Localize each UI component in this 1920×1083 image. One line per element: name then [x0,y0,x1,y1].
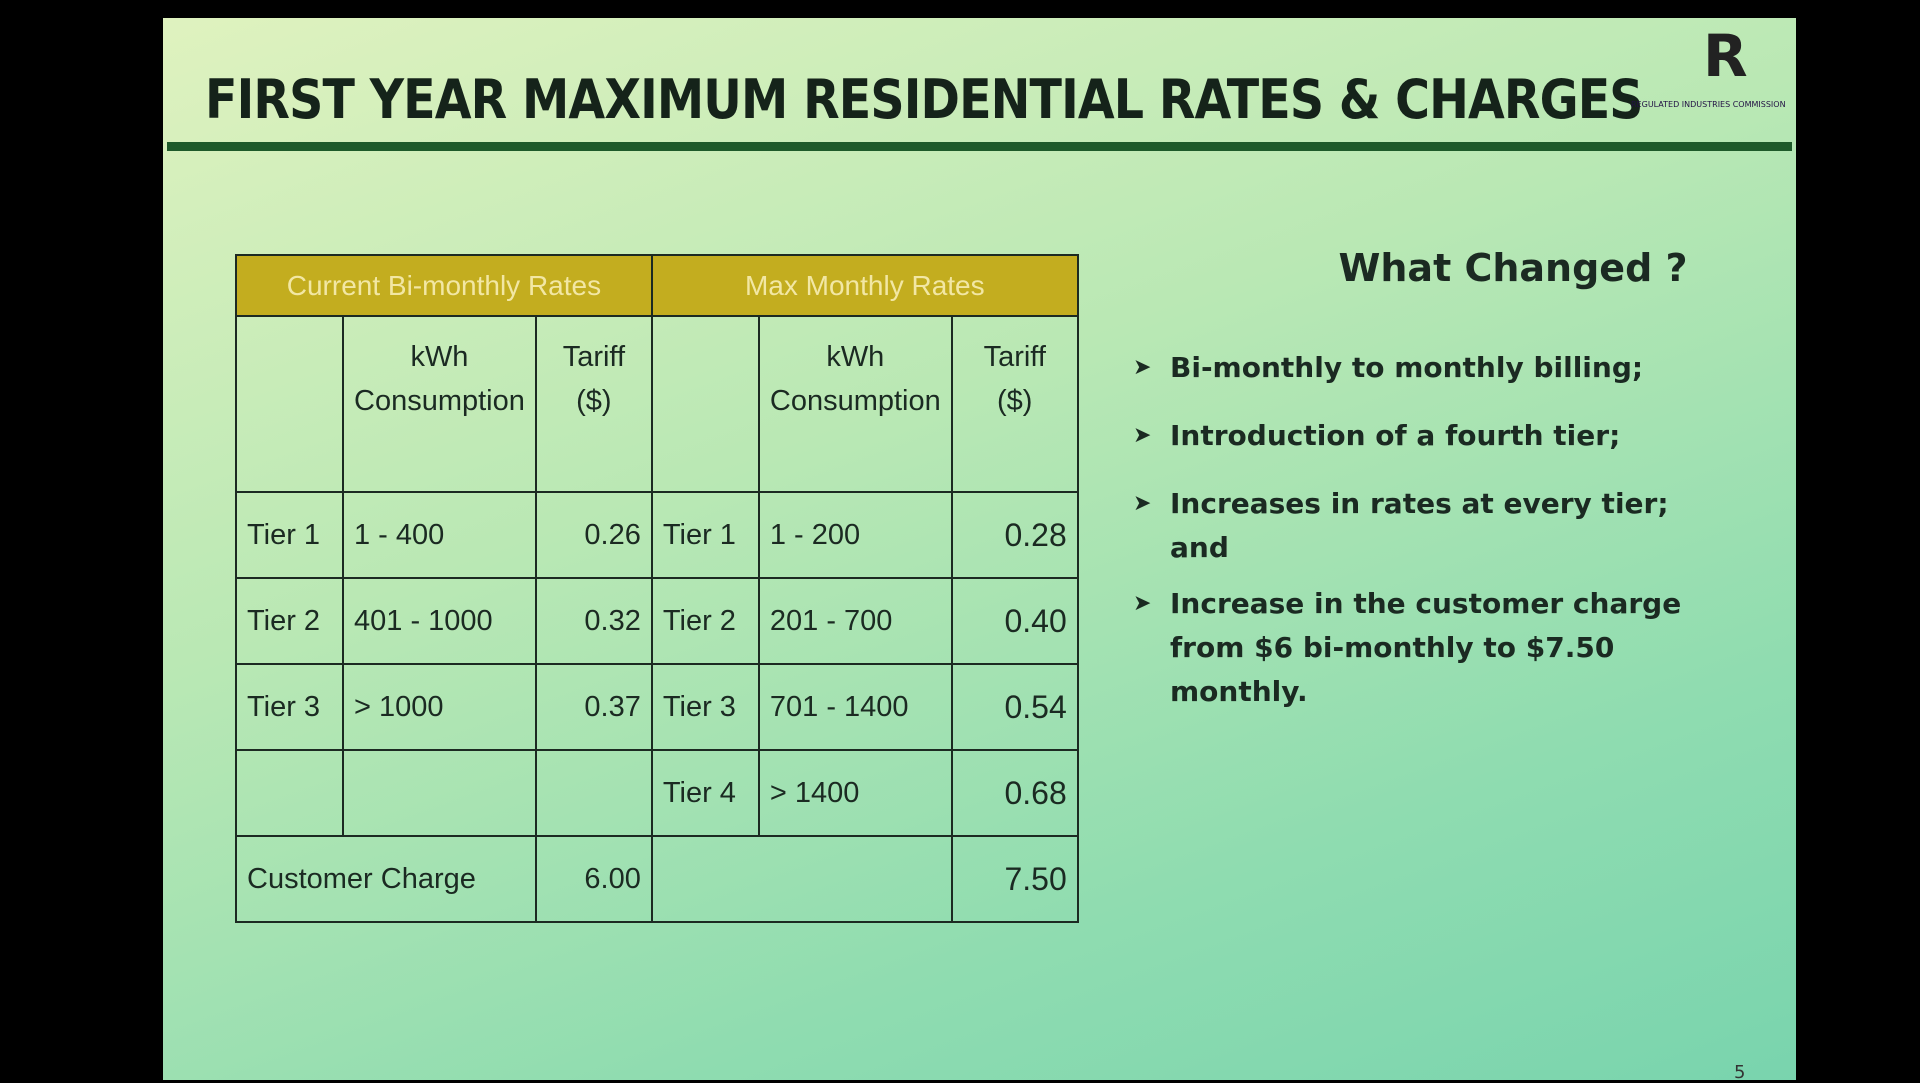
tariff-cell: 0.26 [534,491,653,579]
customer-charge-row: Customer Charge 6.00 7.50 [235,835,1079,923]
group-header-row: Current Bi-monthly Rates Max Monthly Rat… [235,254,1079,317]
tier-cell: Tier 4 [650,749,760,837]
rates-table: Current Bi-monthly Rates Max Monthly Rat… [235,254,1079,923]
column-header-row: kWh Consumption Tariff ($) kWh Consumpti… [235,315,1079,493]
tier-cell: Tier 3 [650,663,760,751]
kwh-cell: > 1400 [757,749,953,837]
column-header: kWh Consumption [342,315,537,493]
bullet: Increases in rates at every tier; and [1133,482,1693,570]
kwh-cell: 1 - 400 [342,491,537,579]
cell: 6.00 [534,835,653,923]
slide: FIRST YEAR MAXIMUM RESIDENTIAL RATES & C… [163,18,1796,1083]
title-rule [167,142,1792,151]
tariff-cell: 0.40 [950,577,1079,665]
bullet: Bi-monthly to monthly billing; [1133,346,1693,390]
tariff-cell: 0.28 [950,491,1079,579]
cell [342,749,537,837]
cell: 7.50 [950,835,1079,923]
column-header: kWh Consumption [757,315,953,493]
tier-cell: Tier 2 [650,577,760,665]
tariff-cell: 0.37 [534,663,653,751]
tariff-cell: 0.68 [950,749,1079,837]
table-row: Tier 2 401 - 1000 0.32 Tier 2 201 - 700 0.40 [235,577,1079,665]
kwh-cell: 701 - 1400 [757,663,953,751]
tier-cell: Tier 1 [650,491,760,579]
kwh-cell: 1 - 200 [757,491,953,579]
cell [650,835,953,923]
group-header: Current Bi-monthly Rates [235,254,653,317]
logo-caption: REGULATED INDUSTRIES COMMISSION [1631,100,1786,109]
bullet-list: Bi-monthly to monthly billing; Introducti… [1133,346,1693,726]
page-number: 5 [1734,1062,1746,1083]
kwh-cell: > 1000 [342,663,537,751]
tariff-cell: 0.32 [534,577,653,665]
tier-cell: Tier 1 [235,491,344,579]
cell [534,749,653,837]
bullet: Increase in the customer charge from $6 … [1133,582,1693,714]
table-row: Tier 3 > 1000 0.37 Tier 3 701 - 1400 0.54 [235,663,1079,751]
column-header: Tariff ($) [950,315,1079,493]
tier-cell: Tier 2 [235,577,344,665]
kwh-cell: 401 - 1000 [342,577,537,665]
table-row: Tier 4 > 1400 0.68 [235,749,1079,837]
cell [650,315,760,493]
cell [235,315,344,493]
kwh-cell: 201 - 700 [757,577,953,665]
logo: R [1703,22,1748,90]
group-header: Max Monthly Rates [650,254,1079,317]
tariff-cell: 0.54 [950,663,1079,751]
tier-cell: Tier 3 [235,663,344,751]
bullet: Introduction of a fourth tier; [1133,414,1693,458]
cell: Customer Charge [235,835,537,923]
sidebar-heading: What Changed ? [1338,246,1688,290]
cell [235,749,344,837]
slide-title: FIRST YEAR MAXIMUM RESIDENTIAL RATES & C… [205,68,1644,131]
column-header: Tariff ($) [534,315,653,493]
